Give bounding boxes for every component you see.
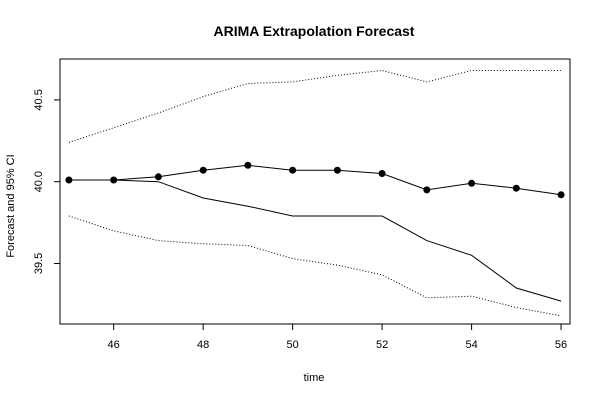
ci-bound-line-0 xyxy=(68,69,562,143)
x-tick-label: 46 xyxy=(108,339,120,351)
forecast-point xyxy=(557,191,565,199)
y-tick-label: 39.5 xyxy=(33,253,45,274)
forecast-point xyxy=(154,173,162,181)
x-axis: 46 48 50 52 54 56 xyxy=(108,324,567,351)
forecast-point xyxy=(244,161,252,169)
x-tick-label: 56 xyxy=(555,339,567,351)
x-tick-label: 52 xyxy=(376,339,388,351)
x-axis-label: time xyxy=(304,372,325,384)
forecast-line xyxy=(68,164,562,196)
y-axis: 39.5 40.0 40.5 xyxy=(33,89,60,274)
y-axis-label: Forecast and 95% CI xyxy=(5,154,17,257)
forecast-point xyxy=(423,186,431,194)
actual-values-line xyxy=(68,179,562,302)
forecast-point xyxy=(289,166,297,174)
y-tick-label: 40.5 xyxy=(33,89,45,110)
y-tick-label: 40.0 xyxy=(33,171,45,192)
forecast-point xyxy=(378,170,386,177)
forecast-point xyxy=(333,166,341,174)
forecast-point xyxy=(468,179,476,187)
series-layer xyxy=(65,69,565,317)
forecast-point xyxy=(512,184,520,192)
x-tick-label: 50 xyxy=(287,339,299,351)
plot-frame xyxy=(59,58,571,325)
x-tick-label: 54 xyxy=(465,339,477,351)
chart-title: ARIMA Extrapolation Forecast xyxy=(214,23,415,39)
x-tick-label: 48 xyxy=(197,339,209,351)
ci-bound-line-3 xyxy=(68,215,562,317)
forecast-point xyxy=(199,166,207,174)
